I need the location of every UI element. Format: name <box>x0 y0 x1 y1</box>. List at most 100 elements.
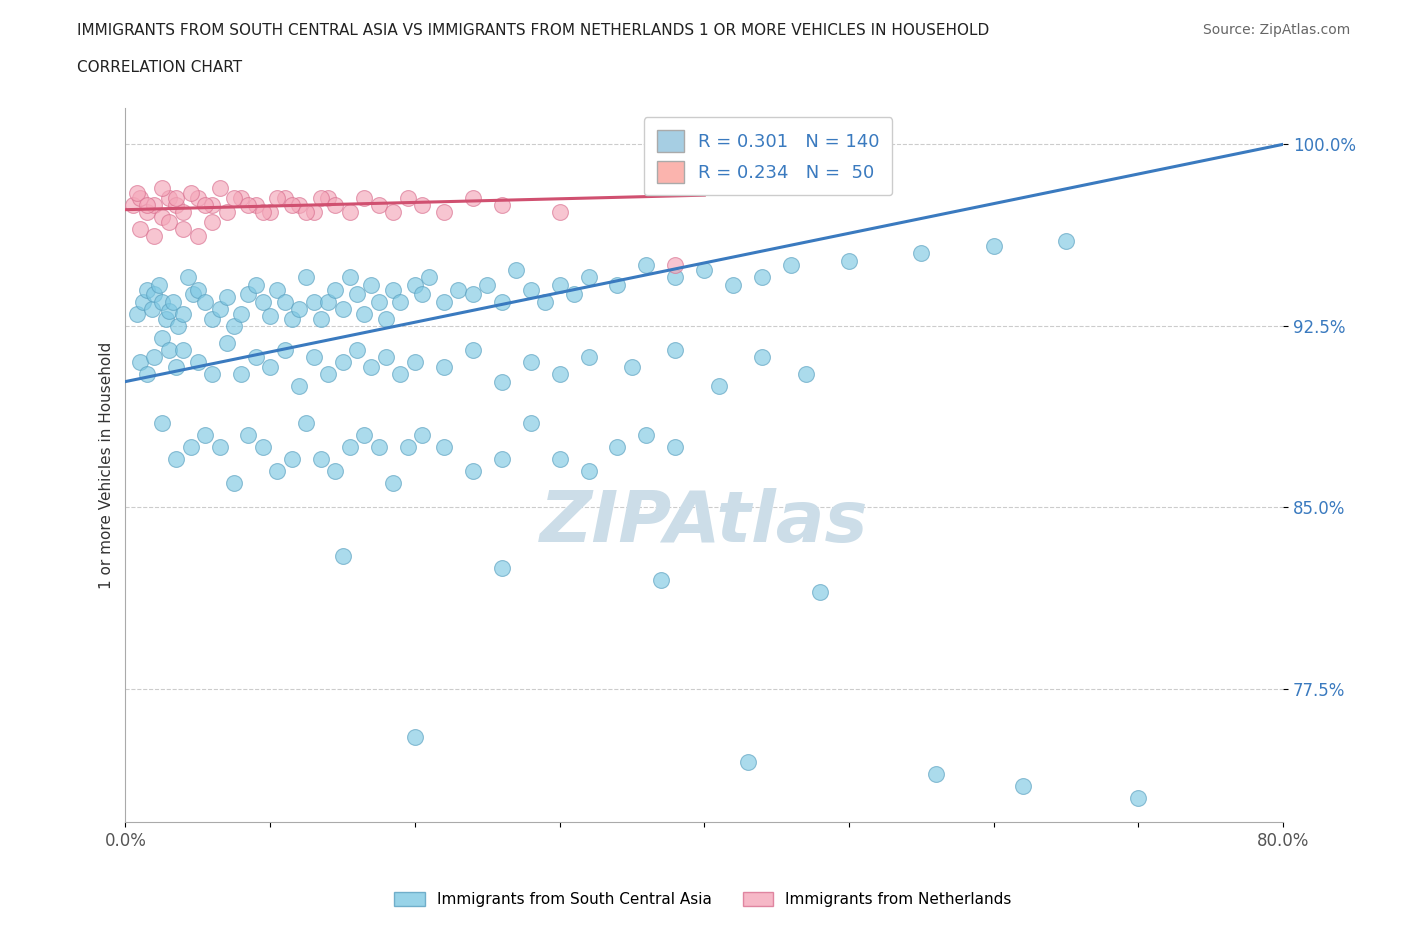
Point <box>165 190 187 205</box>
Point <box>252 440 274 455</box>
Point <box>157 214 180 229</box>
Point <box>606 440 628 455</box>
Point <box>183 287 205 302</box>
Point <box>259 205 281 219</box>
Point <box>411 428 433 443</box>
Point <box>346 287 368 302</box>
Point <box>143 287 166 302</box>
Point <box>136 197 159 212</box>
Point <box>477 277 499 292</box>
Point <box>245 277 267 292</box>
Point <box>1054 233 1077 248</box>
Point <box>172 205 194 219</box>
Text: CORRELATION CHART: CORRELATION CHART <box>77 60 242 75</box>
Point <box>252 205 274 219</box>
Point <box>404 354 426 369</box>
Point <box>201 312 224 326</box>
Point <box>208 180 231 195</box>
Point <box>382 205 405 219</box>
Point <box>215 336 238 351</box>
Point <box>418 270 440 285</box>
Point <box>172 342 194 357</box>
Point <box>491 294 513 309</box>
Point <box>578 464 600 479</box>
Point <box>323 464 346 479</box>
Point <box>519 416 541 431</box>
Point <box>136 366 159 381</box>
Point <box>780 258 803 272</box>
Y-axis label: 1 or more Vehicles in Household: 1 or more Vehicles in Household <box>100 341 114 589</box>
Point <box>794 366 817 381</box>
Point <box>389 366 412 381</box>
Point <box>838 253 860 268</box>
Point <box>187 190 209 205</box>
Point <box>245 350 267 365</box>
Point <box>1128 790 1150 805</box>
Point <box>231 190 253 205</box>
Point <box>201 366 224 381</box>
Point <box>664 258 686 272</box>
Point <box>295 270 318 285</box>
Point <box>157 190 180 205</box>
Point <box>194 428 217 443</box>
Point <box>723 277 745 292</box>
Point <box>136 205 159 219</box>
Point <box>664 270 686 285</box>
Point <box>141 301 163 316</box>
Point <box>155 312 177 326</box>
Point <box>208 301 231 316</box>
Point <box>353 190 375 205</box>
Point <box>404 277 426 292</box>
Point <box>664 440 686 455</box>
Point <box>143 229 166 244</box>
Point <box>578 270 600 285</box>
Point <box>295 416 318 431</box>
Point <box>187 229 209 244</box>
Point <box>288 197 311 212</box>
Point <box>150 209 173 224</box>
Point <box>360 277 382 292</box>
Point <box>411 287 433 302</box>
Point <box>808 585 831 600</box>
Point <box>208 440 231 455</box>
Point <box>332 301 354 316</box>
Point <box>288 379 311 393</box>
Point <box>346 342 368 357</box>
Point <box>129 190 152 205</box>
Point <box>150 294 173 309</box>
Point <box>238 197 260 212</box>
Point <box>150 416 173 431</box>
Point <box>222 476 245 491</box>
Point <box>411 197 433 212</box>
Point <box>353 306 375 321</box>
Point <box>148 277 170 292</box>
Point <box>273 294 295 309</box>
Point <box>143 197 166 212</box>
Point <box>215 205 238 219</box>
Point <box>389 294 412 309</box>
Point <box>461 190 484 205</box>
Point <box>316 366 339 381</box>
Point <box>136 282 159 297</box>
Point <box>295 205 318 219</box>
Point <box>266 464 288 479</box>
Point <box>505 263 527 278</box>
Point <box>288 301 311 316</box>
Point <box>396 190 419 205</box>
Point <box>636 258 658 272</box>
Point <box>150 180 173 195</box>
Point <box>534 294 557 309</box>
Point <box>180 440 202 455</box>
Point <box>165 197 187 212</box>
Point <box>491 452 513 467</box>
Point <box>374 350 396 365</box>
Point <box>925 766 948 781</box>
Point <box>606 277 628 292</box>
Point <box>548 277 571 292</box>
Point <box>281 452 304 467</box>
Point <box>548 452 571 467</box>
Point <box>222 318 245 333</box>
Point <box>143 350 166 365</box>
Point <box>323 197 346 212</box>
Point <box>201 214 224 229</box>
